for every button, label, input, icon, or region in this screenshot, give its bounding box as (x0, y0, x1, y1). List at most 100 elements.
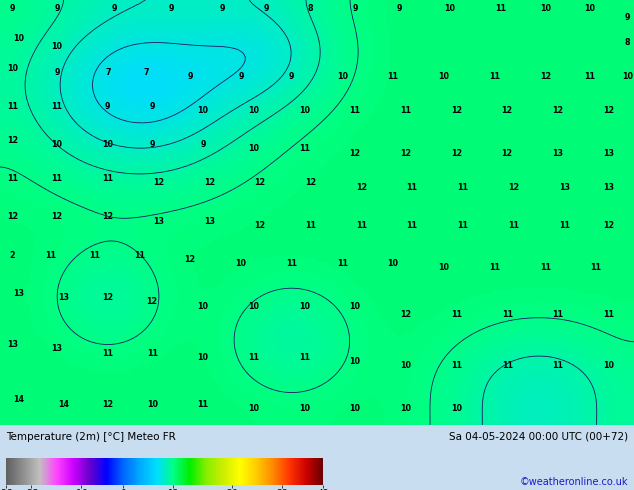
Text: 13: 13 (204, 217, 215, 226)
Text: 9: 9 (200, 140, 205, 149)
Text: 11: 11 (590, 264, 602, 272)
Text: 2: 2 (10, 251, 15, 260)
Text: 12: 12 (501, 148, 513, 158)
Text: 11: 11 (451, 310, 462, 319)
Text: 9: 9 (169, 4, 174, 13)
Text: 10: 10 (584, 4, 595, 13)
Text: 11: 11 (102, 174, 113, 183)
Text: 12: 12 (540, 72, 551, 81)
Text: 9: 9 (289, 72, 294, 81)
Text: 11: 11 (51, 102, 63, 111)
Text: 12: 12 (508, 183, 519, 192)
Text: 12: 12 (451, 148, 462, 158)
Text: 8: 8 (308, 4, 313, 13)
Text: 11: 11 (584, 72, 595, 81)
Text: 11: 11 (457, 221, 469, 230)
Text: Temperature (2m) [°C] Meteo FR: Temperature (2m) [°C] Meteo FR (6, 432, 176, 442)
Text: 7: 7 (143, 68, 148, 77)
Text: 11: 11 (495, 4, 507, 13)
Text: 11: 11 (7, 174, 18, 183)
Text: 11: 11 (89, 251, 101, 260)
Text: 10: 10 (444, 4, 456, 13)
Text: 12: 12 (349, 148, 361, 158)
Text: 11: 11 (400, 106, 411, 115)
Text: 11: 11 (337, 259, 348, 268)
Text: 13: 13 (51, 344, 63, 353)
Text: 13: 13 (58, 293, 69, 302)
Text: 7: 7 (105, 68, 110, 77)
Text: 11: 11 (508, 221, 519, 230)
Text: 12: 12 (400, 148, 411, 158)
Text: 11: 11 (552, 310, 564, 319)
Text: 13: 13 (153, 217, 164, 226)
Text: 11: 11 (540, 264, 551, 272)
Text: 10: 10 (299, 302, 310, 311)
Text: 10: 10 (603, 361, 614, 370)
Text: 9: 9 (397, 4, 402, 13)
Text: 10: 10 (235, 259, 247, 268)
Text: 13: 13 (603, 148, 614, 158)
Text: 12: 12 (102, 293, 113, 302)
Text: 14: 14 (13, 395, 25, 404)
Text: 11: 11 (552, 361, 564, 370)
Text: 11: 11 (457, 183, 469, 192)
Text: 10: 10 (197, 106, 209, 115)
Text: 11: 11 (603, 310, 614, 319)
Text: 11: 11 (501, 310, 513, 319)
Text: 10: 10 (51, 140, 63, 149)
Text: 11: 11 (286, 259, 297, 268)
Text: 11: 11 (7, 102, 18, 111)
Text: 12: 12 (305, 178, 316, 187)
Text: 10: 10 (248, 145, 259, 153)
Text: 11: 11 (45, 251, 56, 260)
Text: 10: 10 (349, 404, 361, 413)
Text: 10: 10 (337, 72, 348, 81)
Text: 9: 9 (188, 72, 193, 81)
Text: 11: 11 (451, 361, 462, 370)
Text: 10: 10 (7, 64, 18, 73)
Text: 10: 10 (197, 353, 209, 362)
Text: 13: 13 (13, 289, 25, 298)
Text: 10: 10 (248, 302, 259, 311)
Text: 9: 9 (10, 4, 15, 13)
Text: 11: 11 (134, 251, 145, 260)
Text: 10: 10 (51, 42, 63, 51)
Text: 10: 10 (622, 72, 633, 81)
Text: 12: 12 (451, 106, 462, 115)
Text: 8: 8 (625, 38, 630, 47)
Text: 10: 10 (400, 404, 411, 413)
Text: 12: 12 (254, 221, 266, 230)
Text: 12: 12 (552, 106, 564, 115)
Text: 12: 12 (7, 212, 18, 221)
Text: 10: 10 (438, 264, 450, 272)
Text: 11: 11 (387, 72, 399, 81)
Text: 9: 9 (353, 4, 358, 13)
Text: 12: 12 (356, 183, 367, 192)
Text: 9: 9 (150, 102, 155, 111)
Text: 14: 14 (58, 399, 69, 409)
Text: 11: 11 (197, 399, 209, 409)
Text: 12: 12 (153, 178, 164, 187)
Text: 11: 11 (102, 348, 113, 358)
Text: ©weatheronline.co.uk: ©weatheronline.co.uk (519, 477, 628, 487)
Text: 10: 10 (248, 404, 259, 413)
Text: 12: 12 (146, 297, 158, 306)
Text: 12: 12 (184, 255, 196, 264)
Text: 11: 11 (406, 183, 418, 192)
Text: 12: 12 (102, 212, 113, 221)
Text: 11: 11 (349, 106, 361, 115)
Text: 11: 11 (146, 348, 158, 358)
Text: 9: 9 (238, 72, 243, 81)
Text: 10: 10 (400, 361, 411, 370)
Text: 12: 12 (204, 178, 215, 187)
Text: 10: 10 (349, 357, 361, 366)
Text: 9: 9 (55, 4, 60, 13)
Text: 13: 13 (552, 148, 564, 158)
Text: 10: 10 (146, 399, 158, 409)
Text: 11: 11 (406, 221, 418, 230)
Text: 12: 12 (102, 399, 113, 409)
Text: 11: 11 (305, 221, 316, 230)
Text: 12: 12 (603, 106, 614, 115)
Text: 10: 10 (299, 106, 310, 115)
Text: 9: 9 (55, 68, 60, 77)
